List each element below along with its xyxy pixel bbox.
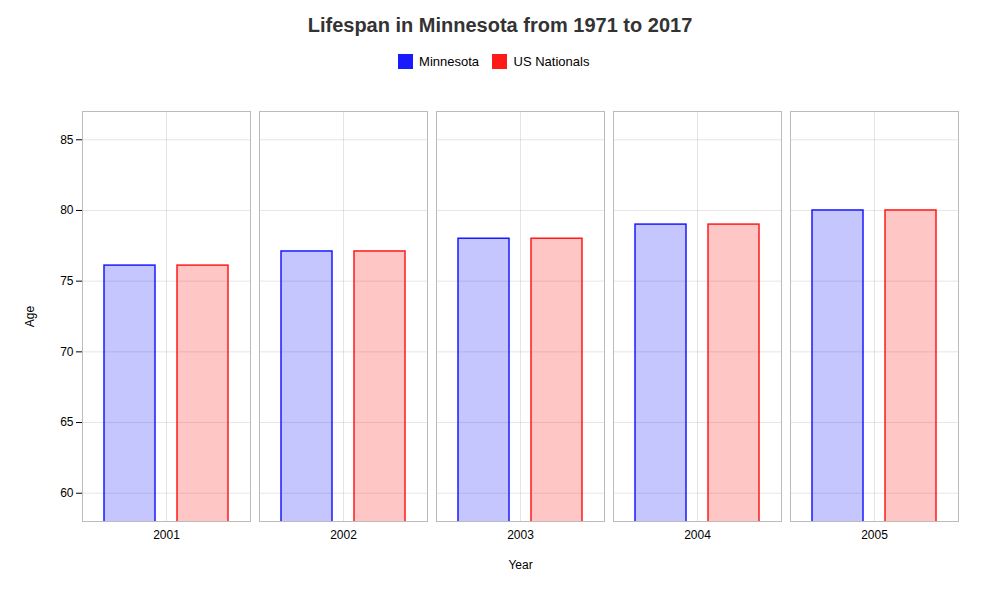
svg-text:2002: 2002: [330, 528, 357, 542]
svg-text:Year: Year: [508, 557, 532, 571]
svg-text:2004: 2004: [684, 528, 711, 542]
svg-text:Age: Age: [23, 305, 37, 327]
html-text:Minnesota: Minnesota: [419, 54, 479, 69]
svg-text:80: 80: [60, 203, 74, 217]
svg-text:85: 85: [60, 132, 74, 146]
svg-text:2003: 2003: [507, 528, 534, 542]
html-text:Lifespan in Minnesota from 197: Lifespan in Minnesota from 1971 to 2017: [307, 14, 693, 36]
html-text:US Nationals: US Nationals: [513, 54, 590, 69]
svg-text:65: 65: [60, 415, 74, 429]
svg-text:2005: 2005: [861, 528, 888, 542]
svg-text:60: 60: [60, 486, 74, 500]
svg-text:70: 70: [60, 344, 74, 358]
svg-text:2001: 2001: [153, 528, 180, 542]
svg-text:75: 75: [60, 273, 74, 287]
